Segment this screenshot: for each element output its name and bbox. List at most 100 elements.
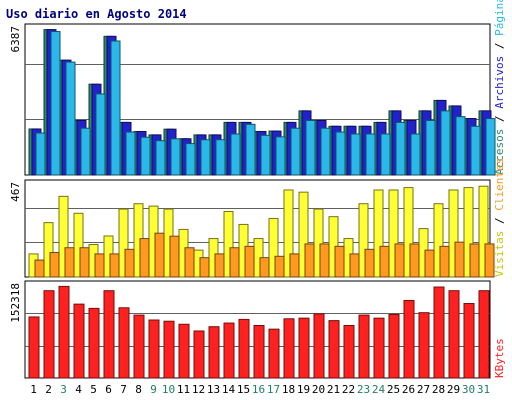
bar-clientes-day-1: [34, 259, 45, 278]
bar-paginas-day-31: [485, 118, 496, 176]
bar-kbytes-day-6: [103, 290, 115, 379]
bar-paginas-day-25: [395, 121, 406, 176]
bar-paginas-day-19: [305, 119, 316, 176]
ymax-label-visits: 467: [9, 182, 22, 202]
bar-clientes-day-15: [244, 245, 255, 278]
bar-paginas-day-21: [335, 131, 346, 176]
bar-clientes-day-14: [229, 247, 240, 278]
bar-kbytes-day-24: [373, 317, 385, 379]
x-label-day-3: 3: [60, 383, 67, 396]
bar-kbytes-day-16: [253, 324, 265, 379]
bar-visitas-day-30: [463, 187, 474, 278]
ymax-label-kbytes: 152318: [9, 283, 22, 323]
bar-clientes-day-7: [124, 248, 135, 278]
bar-paginas-day-11: [185, 143, 196, 176]
x-label-day-15: 15: [237, 383, 250, 396]
bar-clientes-day-5: [94, 253, 105, 278]
ymax-label-hits: 6387: [9, 26, 22, 53]
bar-clientes-day-17: [274, 255, 285, 278]
x-label-day-19: 19: [297, 383, 310, 396]
x-label-day-12: 12: [192, 383, 205, 396]
x-label-day-18: 18: [282, 383, 295, 396]
bar-kbytes-day-27: [418, 312, 430, 379]
bar-visitas-day-28: [433, 203, 444, 278]
bar-paginas-day-17: [275, 136, 286, 176]
bar-kbytes-day-28: [433, 286, 445, 379]
legend-clientes: Clientes: [493, 158, 506, 211]
bar-visitas-day-31: [478, 185, 489, 278]
bar-clientes-day-12: [199, 257, 210, 278]
bar-clientes-day-2: [49, 252, 60, 278]
bar-visitas-day-4: [73, 212, 84, 278]
bar-clientes-day-26: [409, 243, 420, 278]
bar-clientes-day-6: [109, 253, 120, 278]
bar-clientes-day-4: [79, 247, 90, 278]
x-label-day-20: 20: [312, 383, 325, 396]
x-label-day-22: 22: [342, 383, 355, 396]
x-label-day-24: 24: [372, 383, 386, 396]
bar-paginas-day-15: [245, 123, 256, 176]
bar-kbytes-day-21: [328, 320, 340, 379]
bar-kbytes-day-14: [223, 322, 235, 379]
bar-visitas-day-25: [388, 189, 399, 278]
bar-kbytes-day-26: [403, 299, 415, 379]
bar-paginas-day-13: [215, 139, 226, 176]
x-label-day-30: 30: [462, 383, 475, 396]
bar-kbytes-day-22: [343, 324, 355, 379]
bar-kbytes-day-15: [238, 318, 250, 379]
bar-kbytes-day-8: [133, 314, 145, 379]
bar-kbytes-day-31: [478, 290, 490, 379]
bar-clientes-day-22: [349, 253, 360, 278]
legend-archivos: Archivos: [493, 56, 506, 109]
bar-clientes-day-8: [139, 238, 150, 278]
bar-paginas-day-24: [380, 133, 391, 176]
bar-clientes-day-10: [169, 235, 180, 278]
bar-paginas-day-9: [155, 140, 166, 176]
x-label-day-28: 28: [432, 383, 445, 396]
bar-clientes-day-18: [289, 253, 300, 278]
bar-paginas-day-27: [425, 119, 436, 176]
bar-paginas-day-7: [125, 131, 136, 176]
bar-paginas-day-16: [260, 134, 271, 176]
x-label-day-31: 31: [477, 383, 490, 396]
bar-kbytes-day-13: [208, 326, 220, 379]
bar-visitas-day-26: [403, 187, 414, 278]
series-legend-visits: Visitas / Clientes: [493, 158, 506, 277]
bar-clientes-day-21: [334, 245, 345, 278]
bar-kbytes-day-17: [268, 328, 280, 379]
legend-paginas: Páginas: [493, 0, 506, 36]
legend-accesos: Accesos: [493, 129, 506, 175]
x-label-day-26: 26: [402, 383, 415, 396]
bar-clientes-day-16: [259, 257, 270, 278]
x-label-day-8: 8: [135, 383, 142, 396]
x-label-day-1: 1: [30, 383, 37, 396]
x-label-day-7: 7: [120, 383, 127, 396]
bar-clientes-day-25: [394, 243, 405, 278]
bar-paginas-day-22: [350, 133, 361, 176]
x-label-day-25: 25: [387, 383, 400, 396]
bar-paginas-day-20: [320, 127, 331, 176]
bar-paginas-day-26: [410, 133, 421, 176]
bar-clientes-day-31: [484, 243, 495, 278]
bar-kbytes-day-7: [118, 307, 130, 379]
bar-visitas-day-29: [448, 189, 459, 278]
bar-clientes-day-29: [454, 241, 465, 278]
bar-paginas-day-1: [35, 132, 46, 176]
bar-paginas-day-10: [170, 138, 181, 176]
series-legend-hits: Accesos / Archivos / Páginas: [493, 0, 506, 175]
bar-clientes-day-24: [379, 245, 390, 278]
x-label-day-16: 16: [252, 383, 265, 396]
bar-visitas-day-23: [358, 203, 369, 278]
bar-visitas-day-3: [58, 195, 69, 278]
x-label-day-9: 9: [150, 383, 157, 396]
bar-paginas-day-23: [365, 133, 376, 176]
bar-kbytes-day-19: [298, 317, 310, 379]
bar-clientes-day-11: [184, 247, 195, 278]
chart-title: Uso diario en Agosto 2014: [6, 7, 187, 21]
bar-kbytes-day-30: [463, 303, 475, 379]
bar-paginas-day-18: [290, 127, 301, 176]
x-label-day-5: 5: [90, 383, 97, 396]
bar-clientes-day-28: [439, 245, 450, 278]
bar-clientes-day-27: [424, 249, 435, 278]
bar-paginas-day-2: [50, 31, 61, 176]
